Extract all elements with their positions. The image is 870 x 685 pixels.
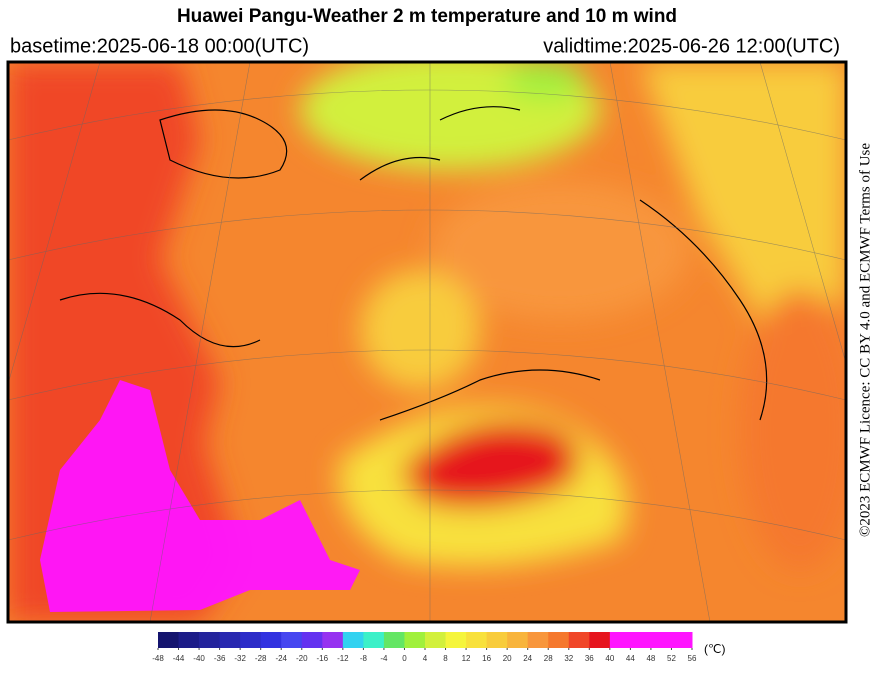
- colorbar-tick-label: 32: [564, 654, 573, 663]
- colorbar-bin: [281, 632, 303, 648]
- title: Huawei Pangu-Weather 2 m temperature and…: [177, 6, 677, 27]
- colorbar-tick-label: 4: [423, 654, 428, 663]
- colorbar-bin: [589, 632, 611, 648]
- basetime: basetime:2025-06-18 00:00(UTC): [10, 35, 309, 57]
- colorbar-tick-label: 52: [667, 654, 676, 663]
- colorbar-bin: [322, 632, 344, 648]
- colorbar-unit: (℃): [704, 642, 725, 656]
- colorbar-tick-label: -12: [337, 654, 349, 663]
- temperature-field: [8, 62, 846, 622]
- colorbar-bin: [425, 632, 447, 648]
- colorbar-bin: [650, 632, 672, 648]
- colorbar-bin: [178, 632, 200, 648]
- colorbar-tick-label: -36: [214, 654, 226, 663]
- colorbar-tick-label: 8: [443, 654, 448, 663]
- colorbar-tick-label: 44: [626, 654, 635, 663]
- colorbar-tick-label: 20: [503, 654, 512, 663]
- colorbar-tick-label: 56: [688, 654, 697, 663]
- colorbar-bin: [445, 632, 467, 648]
- map-frame: [6, 60, 848, 624]
- licence: ©2023 ECMWF Licence: CC BY 4.0 and ECMWF…: [857, 143, 870, 537]
- colorbar-tick-label: -16: [317, 654, 329, 663]
- colorbar-bin: [363, 632, 385, 648]
- validtime: validtime:2025-06-26 12:00(UTC): [543, 35, 840, 57]
- colorbar-tick-label: -40: [193, 654, 205, 663]
- colorbar-tick-label: 0: [402, 654, 407, 663]
- colorbar-bin: [507, 632, 529, 648]
- colorbar-tick-label: 16: [482, 654, 491, 663]
- colorbar-tick-label: -28: [255, 654, 267, 663]
- colorbar-tick-label: -24: [275, 654, 287, 663]
- colorbar-tick-label: -4: [380, 654, 388, 663]
- colorbar-tick-label: -44: [173, 654, 185, 663]
- colorbar-tick-label: 48: [646, 654, 655, 663]
- colorbar-bin: [383, 632, 405, 648]
- colorbar-bin: [527, 632, 549, 648]
- colorbar-bin: [404, 632, 426, 648]
- colorbar: -48 -44 -40 -36 -32 -28 -24 -20 -16 -12 -8 -4 0 4 8 12 1…: [152, 632, 725, 663]
- colorbar-tick-label: 12: [462, 654, 471, 663]
- colorbar-bin: [630, 632, 652, 648]
- colorbar-bin: [301, 632, 323, 648]
- colorbar-bin: [568, 632, 590, 648]
- colorbar-bin: [342, 632, 364, 648]
- colorbar-bin: [260, 632, 282, 648]
- colorbar-tick-label: -20: [296, 654, 308, 663]
- colorbar-tick-label: 40: [605, 654, 614, 663]
- colorbar-bin: [671, 632, 693, 648]
- colorbar-bin: [158, 632, 180, 648]
- colorbar-tick-label: 24: [523, 654, 532, 663]
- colorbar-bin: [486, 632, 508, 648]
- colorbar-tick-label: -48: [152, 654, 164, 663]
- colorbar-tick-label: 28: [544, 654, 553, 663]
- colorbar-tick-label: 36: [585, 654, 594, 663]
- colorbar-tick-label: -32: [234, 654, 246, 663]
- colorbar-bin: [609, 632, 631, 648]
- colorbar-bin: [219, 632, 241, 648]
- colorbar-bin: [240, 632, 262, 648]
- colorbar-bin: [199, 632, 221, 648]
- colorbar-tick-label: -8: [360, 654, 368, 663]
- colorbar-bin: [548, 632, 570, 648]
- colorbar-bin: [466, 632, 488, 648]
